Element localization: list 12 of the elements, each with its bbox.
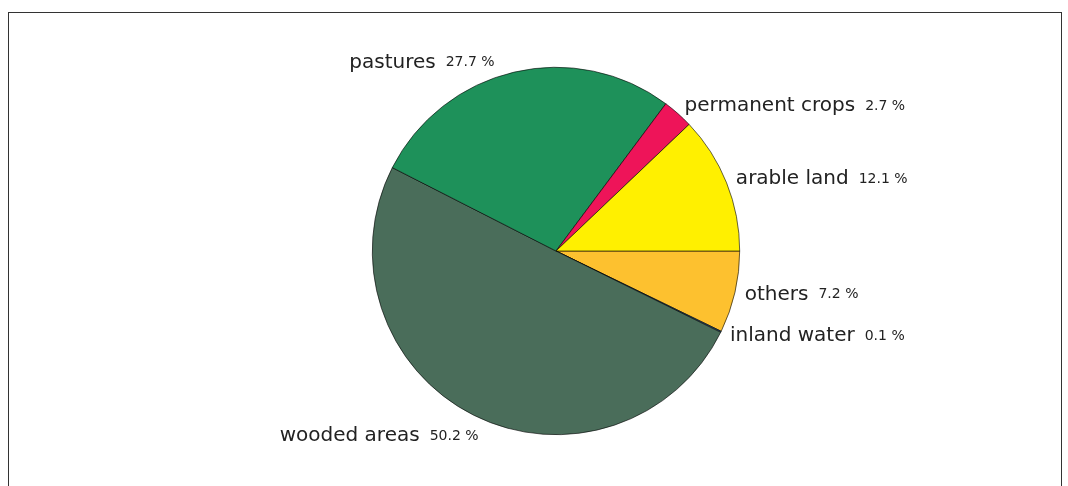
data-label: 50.2 % — [429, 426, 479, 443]
slice-label: pastures — [349, 48, 436, 73]
slice-label: arable land — [735, 165, 849, 190]
data-label: 27.7 % — [445, 53, 495, 70]
data-label: 7.2 % — [818, 285, 859, 302]
slice-label: permanent crops — [684, 92, 856, 117]
data-label: 0.1 % — [864, 326, 905, 343]
data-label: 12.1 % — [858, 169, 908, 186]
data-label: 2.7 % — [865, 96, 906, 113]
slice-label: inland water — [729, 322, 856, 347]
slice-label: wooded areas — [279, 422, 420, 447]
slice-label: others — [744, 280, 809, 305]
